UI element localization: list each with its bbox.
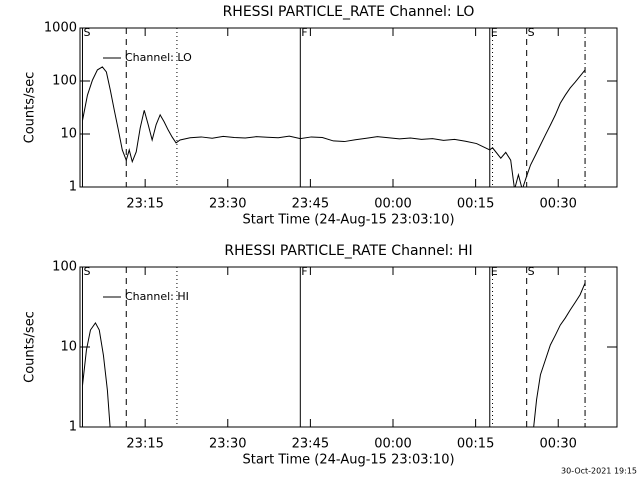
- chart-title: RHESSI PARTICLE_RATE Channel: LO: [223, 4, 475, 20]
- event-marker-label: S: [83, 26, 90, 39]
- x-tick-label: 00:15: [457, 197, 494, 212]
- chart-title: RHESSI PARTICLE_RATE Channel: HI: [224, 243, 472, 259]
- plot-area: [81, 66, 586, 187]
- event-marker-label: E: [491, 265, 498, 278]
- y-axis-label: Counts/sec: [23, 311, 38, 383]
- x-tick-label: 23:30: [209, 437, 246, 452]
- y-axis-label: Counts/sec: [23, 72, 38, 144]
- event-marker-label: S: [83, 265, 90, 278]
- x-tick-label: 23:45: [292, 197, 329, 212]
- x-axis-label: Start Time (24-Aug-15 23:03:10): [242, 213, 454, 228]
- x-tick-label: 00:30: [539, 197, 576, 212]
- x-tick-label: 23:15: [126, 197, 163, 212]
- legend-label: Channel: HI: [125, 290, 189, 303]
- y-tick-label: 100: [52, 74, 77, 89]
- x-tick-label: 23:15: [126, 437, 163, 452]
- x-tick-label: 23:45: [292, 437, 329, 452]
- plot-frame: [79, 27, 618, 188]
- y-tick-label: 10: [60, 340, 77, 355]
- x-tick-label: 00:30: [539, 437, 576, 452]
- event-marker-label: F: [301, 26, 307, 39]
- event-marker-label: S: [528, 265, 535, 278]
- event-marker-label: F: [301, 265, 307, 278]
- y-tick-label: 1: [69, 420, 77, 435]
- x-tick-label: 23:30: [209, 197, 246, 212]
- plot-area: [81, 282, 586, 427]
- data-line: [81, 66, 586, 187]
- y-tick-label: 1: [69, 180, 77, 195]
- x-tick-label: 00:00: [374, 197, 411, 212]
- legend-label: Channel: LO: [125, 51, 192, 64]
- y-tick-label: 1000: [44, 21, 77, 36]
- event-marker-label: S: [528, 26, 535, 39]
- data-line: [81, 282, 586, 427]
- x-tick-label: 00:15: [457, 437, 494, 452]
- event-marker-label: E: [491, 26, 498, 39]
- footer-timestamp: 30-Oct-2021 19:15: [561, 467, 637, 476]
- x-axis-label: Start Time (24-Aug-15 23:03:10): [242, 453, 454, 468]
- y-tick-label: 100: [52, 260, 77, 275]
- x-tick-label: 00:00: [374, 437, 411, 452]
- y-tick-label: 10: [60, 127, 77, 142]
